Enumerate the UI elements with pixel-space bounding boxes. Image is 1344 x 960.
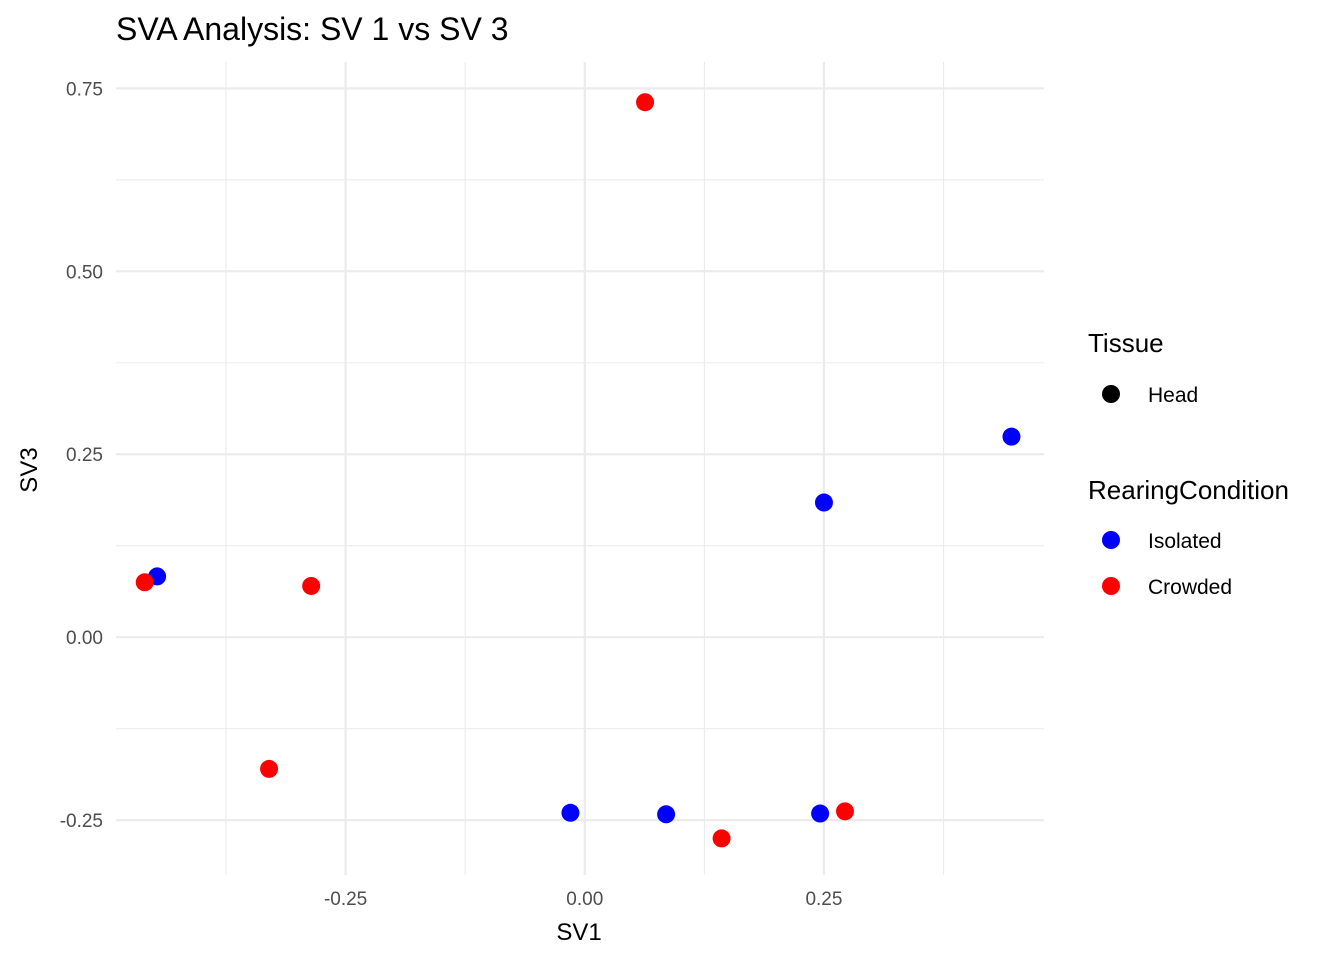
data-point-crowded <box>636 93 655 112</box>
data-point-crowded <box>135 573 154 592</box>
y-axis-title: SV3 <box>16 447 43 492</box>
grid <box>116 62 1044 875</box>
legend-title-tissue: Tissue <box>1088 328 1164 358</box>
chart-title: SVA Analysis: SV 1 vs SV 3 <box>116 11 508 47</box>
data-point-isolated <box>811 804 830 823</box>
legend-label-isolated: Isolated <box>1148 530 1222 553</box>
data-point-isolated <box>814 493 833 512</box>
y-tick-label: 0.25 <box>66 445 103 466</box>
legend-key-crowded <box>1102 577 1120 595</box>
data-point-isolated <box>1002 427 1021 446</box>
x-axis-title: SV1 <box>556 919 601 946</box>
y-tick-label: 0.75 <box>66 79 103 100</box>
y-tick-label: 0.00 <box>66 628 103 649</box>
data-point-isolated <box>657 805 676 824</box>
legend-label-crowded: Crowded <box>1148 576 1232 599</box>
y-tick-label: -0.25 <box>60 811 103 832</box>
y-axis-ticks: -0.25 0.00 0.25 0.50 0.75 <box>60 79 103 832</box>
data-point-crowded <box>260 759 279 778</box>
x-tick-label: 0.25 <box>805 889 842 910</box>
data-point-crowded <box>712 829 731 848</box>
legend-label-head: Head <box>1148 384 1198 407</box>
data-point-crowded <box>836 802 855 821</box>
data-point-isolated <box>561 803 580 822</box>
legend: Tissue Head RearingCondition Isolated Cr… <box>1088 328 1289 599</box>
x-tick-label: 0.00 <box>566 889 603 910</box>
legend-title-rearing-condition: RearingCondition <box>1088 475 1289 505</box>
data-point-crowded <box>302 576 321 595</box>
data-points <box>135 93 1021 848</box>
x-axis-ticks: -0.25 0.00 0.25 <box>324 889 842 910</box>
x-tick-label: -0.25 <box>324 889 367 910</box>
legend-key-isolated <box>1102 531 1120 549</box>
y-tick-label: 0.50 <box>66 262 103 283</box>
legend-key-head <box>1102 385 1120 403</box>
